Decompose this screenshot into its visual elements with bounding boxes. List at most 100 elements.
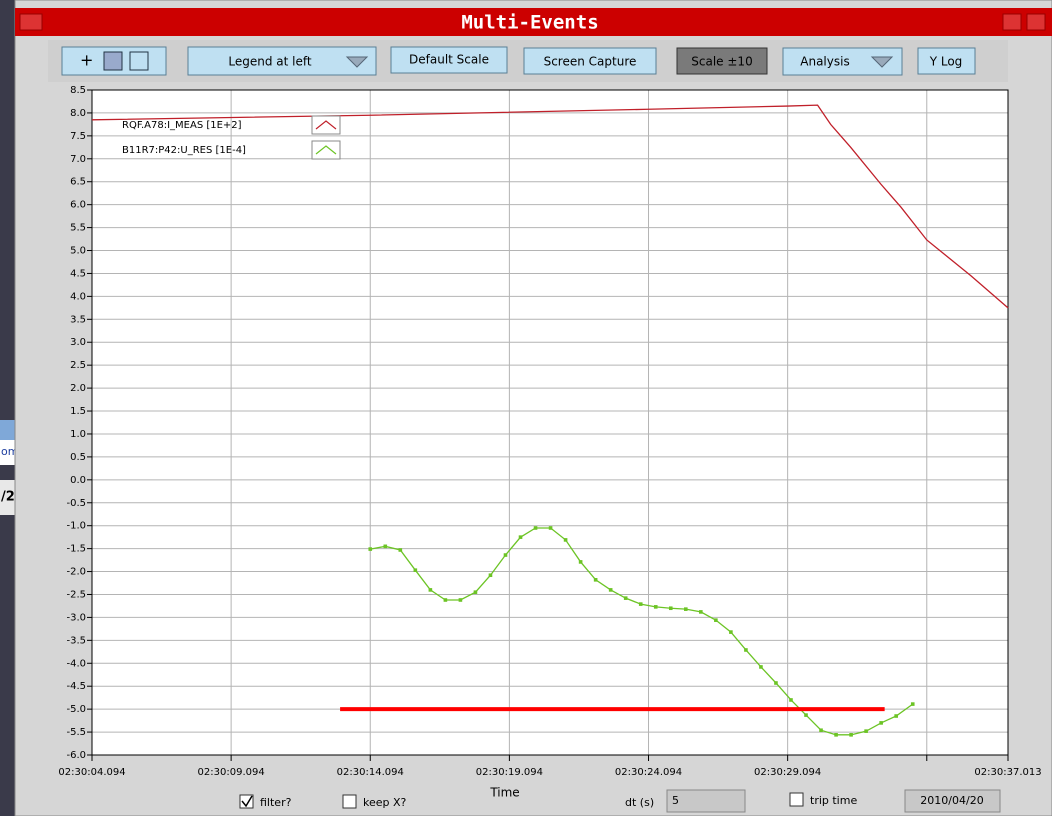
y-tick-label: 7.5 — [70, 131, 86, 142]
data-point — [368, 547, 373, 551]
data-point — [714, 618, 718, 622]
plot-frame — [91, 89, 1009, 756]
cursor-icon[interactable]: + — [80, 51, 93, 70]
data-point — [443, 598, 448, 602]
analysis-label: Analysis — [800, 55, 849, 69]
button-label: Scale ±10 — [691, 55, 752, 69]
data-point — [593, 578, 598, 582]
checkbox-label: trip time — [810, 794, 857, 807]
date-value: 2010/04/20 — [920, 794, 983, 807]
data-point — [864, 729, 868, 733]
legend-dropdown[interactable] — [187, 46, 377, 76]
dt-input[interactable] — [666, 789, 746, 813]
data-point — [488, 573, 493, 578]
y-tick-label: 8.0 — [70, 108, 86, 119]
x-tick-label: 02:30:24.094 — [615, 767, 682, 778]
x-tick-label: 02:30:09.094 — [198, 767, 265, 778]
y-tick-label: -4.0 — [66, 658, 86, 669]
window-title: Multi-Events — [461, 12, 598, 34]
y-tick-label: 1.0 — [70, 429, 86, 440]
data-point — [608, 588, 613, 592]
y-tick-label: 2.0 — [70, 383, 86, 394]
dropdown-arrow — [345, 56, 369, 68]
background-window — [0, 0, 15, 816]
background-panel — [0, 480, 15, 515]
legend-swatch — [315, 120, 337, 130]
data-point — [398, 548, 403, 552]
y-tick-label: 3.5 — [70, 314, 86, 325]
y-tick-label: -0.5 — [66, 498, 86, 509]
data-point — [503, 553, 508, 557]
legend-swatch-box — [311, 115, 341, 135]
data-point — [413, 568, 418, 572]
data-point — [383, 544, 388, 549]
check-mark — [241, 795, 253, 808]
data-point — [684, 607, 688, 611]
data-point — [789, 698, 793, 702]
data-point — [473, 590, 478, 594]
data-point — [699, 610, 703, 614]
y-tick-label: 0.5 — [70, 452, 86, 463]
legend-label: RQF.A78:I_MEAS [1E+2] — [122, 120, 242, 131]
data-point — [548, 526, 553, 530]
data-point — [578, 560, 583, 564]
y-tick-label: 8.5 — [70, 85, 86, 96]
filter-checkbox[interactable] — [239, 794, 254, 809]
data-point — [563, 538, 568, 542]
y-tick-label: 4.5 — [70, 268, 86, 279]
x-axis-label: Time — [489, 786, 519, 800]
data-point — [729, 630, 733, 634]
data-point — [774, 681, 778, 685]
data-point — [458, 598, 463, 602]
y-log-button[interactable] — [917, 47, 976, 75]
y-tick-label: 6.0 — [70, 200, 86, 211]
data-point — [638, 602, 643, 606]
data-point — [428, 588, 433, 592]
legend-dropdown-label: Legend at left — [228, 55, 311, 69]
zoom-icon[interactable] — [103, 51, 123, 71]
y-tick-label: -4.5 — [66, 681, 86, 692]
trip-time-checkbox[interactable] — [789, 792, 804, 807]
checkbox-label: keep X? — [363, 796, 407, 809]
data-point — [518, 535, 523, 539]
default-scale-button[interactable] — [390, 46, 508, 74]
scale-button[interactable] — [676, 47, 768, 75]
data-point — [834, 733, 838, 737]
window-menu-button[interactable] — [19, 13, 43, 31]
date-field — [904, 789, 1001, 813]
dropdown-arrow — [870, 56, 894, 68]
y-tick-label: -5.5 — [66, 727, 86, 738]
series-line — [91, 104, 1009, 309]
y-tick-label: 5.5 — [70, 223, 86, 234]
data-point — [804, 713, 808, 717]
background-text: om — [1, 445, 18, 458]
y-tick-label: -1.5 — [66, 544, 86, 555]
plot-area — [92, 90, 1008, 755]
maximize-button[interactable] — [1026, 13, 1046, 31]
minimize-button[interactable] — [1002, 13, 1022, 31]
x-tick-label: 02:30:04.094 — [58, 767, 125, 778]
legend-label: B11R7:P42:U_RES [1E-4] — [122, 145, 246, 156]
y-tick-label: 2.5 — [70, 360, 86, 371]
data-point — [759, 665, 763, 669]
screen-capture-button[interactable] — [523, 47, 657, 75]
y-tick-label: 7.0 — [70, 154, 86, 165]
dt-label: dt (s) — [625, 796, 654, 809]
button-label: Default Scale — [409, 53, 489, 67]
pan-icon[interactable] — [129, 51, 149, 71]
y-tick-label: 3.0 — [70, 337, 86, 348]
data-point — [879, 721, 883, 725]
legend-swatch — [315, 145, 337, 155]
keep-x-checkbox[interactable] — [342, 794, 357, 809]
data-point — [744, 648, 748, 652]
data-point — [653, 605, 658, 609]
plot: 8.5 8.0 7.5 7.0 6.5 6.0 5.5 5.0 4.5 4.0 3.5 3.0 2.5 2… — [58, 85, 1041, 778]
data-point — [623, 596, 628, 600]
data-point — [819, 728, 823, 733]
background-panel — [0, 440, 15, 465]
data-point — [910, 702, 915, 706]
y-tick-label: 6.5 — [70, 177, 86, 188]
y-tick-label: -6.0 — [66, 750, 86, 761]
title-bar — [15, 8, 1052, 36]
